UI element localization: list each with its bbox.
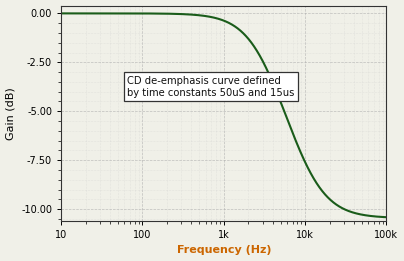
Text: CD de-emphasis curve defined
by time constants 50uS and 15us: CD de-emphasis curve defined by time con… — [127, 76, 295, 98]
X-axis label: Frequency (Hz): Frequency (Hz) — [177, 245, 271, 256]
Y-axis label: Gain (dB): Gain (dB) — [6, 87, 16, 140]
